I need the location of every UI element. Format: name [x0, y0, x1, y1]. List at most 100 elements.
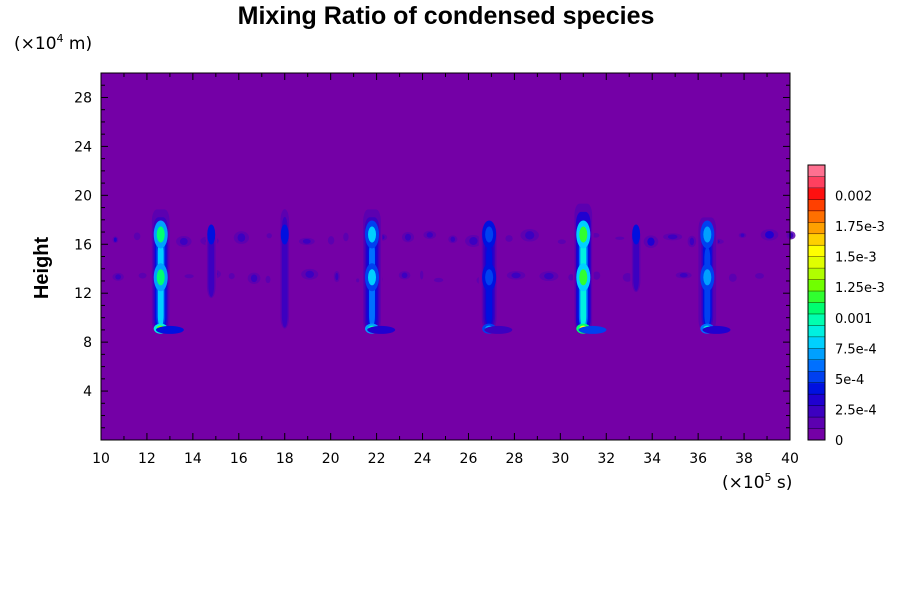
colorbar-swatch — [808, 302, 825, 315]
y-unit-exponent: 4 — [57, 32, 64, 45]
feature-5 — [572, 195, 607, 334]
colorbar-tick-label: 7.5e-4 — [835, 342, 877, 357]
feature-hotspot-core — [579, 226, 588, 243]
colorbar-tick-label: 2.5e-4 — [835, 403, 877, 418]
colorbar-swatch — [808, 279, 825, 292]
colorbar-swatch — [808, 417, 825, 430]
colorbar-swatch — [808, 371, 825, 384]
colorbar-swatch — [808, 199, 825, 212]
x-tick-label: 32 — [597, 451, 615, 467]
feature-1 — [205, 224, 217, 300]
y-axis-ticks: 4 8 12 16 20 24 28 — [74, 72, 790, 441]
band-blob-core — [138, 272, 147, 279]
feature-hotspot — [207, 224, 216, 245]
feature-2 — [278, 201, 291, 330]
colorbar-swatch — [808, 176, 825, 189]
colorbar-swatch — [808, 336, 825, 349]
x-tick-label: 20 — [322, 451, 340, 467]
band-blob-core — [667, 234, 678, 240]
band-blob-core — [740, 233, 745, 238]
feature-contour — [281, 216, 288, 328]
band-blob-core — [228, 272, 235, 280]
band-blob-core — [433, 277, 444, 283]
colorbar-swatch — [808, 210, 825, 223]
x-tick-label: 26 — [460, 451, 478, 467]
colorbar-tick-label: 0 — [835, 434, 843, 449]
x-tick-label: 22 — [368, 451, 386, 467]
x-tick-label: 24 — [414, 451, 432, 467]
colorbar-swatch — [808, 245, 825, 258]
x-tick-label: 34 — [643, 451, 661, 467]
band-blob-core — [305, 270, 314, 278]
band-blob-core — [615, 236, 625, 240]
feature-base — [578, 325, 607, 334]
band-blob-core — [728, 273, 737, 282]
feature-4 — [478, 207, 513, 334]
feature-base — [484, 325, 513, 334]
band-blob-core — [327, 236, 335, 245]
feature-hotspot-core — [485, 269, 494, 286]
colorbar-swatch — [808, 187, 825, 200]
band-blob-core — [765, 231, 774, 239]
x-tick-label: 30 — [551, 451, 569, 467]
colorbar: 0 2.5e-4 5e-4 7.5e-4 0.001 1.25e-3 1.5e-3 1.75e… — [807, 164, 885, 449]
colorbar-swatch — [808, 325, 825, 338]
x-unit-label: (×105 s) — [722, 471, 792, 493]
feature-hotspot-core — [368, 226, 377, 243]
y-tick-label: 8 — [83, 335, 92, 351]
colorbar-swatch — [808, 268, 825, 281]
feature-base — [155, 325, 184, 334]
colorbar-tick-label: 0.001 — [835, 312, 872, 327]
band-blob-core — [505, 235, 513, 242]
feature-hotspot — [280, 224, 289, 245]
band-blob-core — [469, 237, 478, 245]
band-blob-core — [115, 274, 121, 280]
x-unit-exponent: 5 — [765, 471, 772, 484]
colorbar-swatch — [808, 359, 825, 372]
feature-hotspot-core — [156, 226, 165, 243]
colorbar-swatch — [808, 233, 825, 246]
band-blob-core — [679, 272, 688, 278]
y-unit-prefix: (×10 — [14, 34, 57, 54]
colorbar-tick-label: 1.75e-3 — [835, 220, 885, 235]
x-tick-label: 10 — [92, 451, 110, 467]
feature-layer — [150, 195, 731, 334]
band-blob-core — [250, 274, 258, 283]
band-blob-core — [401, 272, 408, 279]
colorbar-tick-label: 1.25e-3 — [835, 281, 885, 296]
y-axis-label: Height — [31, 237, 53, 300]
band-blob-core — [755, 273, 764, 279]
chart-title: Mixing Ratio of condensed species — [238, 2, 655, 30]
y-tick-label: 20 — [74, 188, 92, 204]
colorbar-swatch — [808, 405, 825, 418]
x-axis-ticks: 10 12 14 16 18 20 22 24 26 28 30 32 34 36 38 40 — [92, 73, 799, 467]
band-blob-core — [404, 233, 412, 241]
colorbar-swatch — [808, 291, 825, 303]
feature-hotspot-core — [485, 226, 494, 243]
y-tick-label: 16 — [74, 237, 92, 253]
feature-7 — [696, 210, 731, 334]
band-blob-core — [557, 239, 566, 245]
x-unit-prefix: (×10 — [722, 473, 765, 493]
band-blob-core — [460, 275, 465, 283]
feature-0 — [150, 201, 184, 334]
x-tick-label: 12 — [138, 451, 156, 467]
colorbar-swatch — [808, 256, 825, 269]
band-blob-core — [450, 236, 456, 242]
band-blob-core — [544, 272, 554, 280]
band-blob-core — [113, 237, 117, 242]
x-tick-label: 40 — [781, 451, 799, 467]
colorbar-swatch — [808, 222, 825, 235]
colorbar-tick-label: 1.5e-3 — [835, 251, 877, 266]
band-blob-core — [335, 272, 339, 281]
band-blob-core — [568, 274, 574, 281]
feature-3 — [361, 201, 396, 334]
x-tick-label: 16 — [230, 451, 248, 467]
feature-hotspot-core — [703, 269, 712, 286]
band-blob-core — [689, 237, 695, 246]
colorbar-swatch — [808, 382, 825, 395]
colorbar-swatch — [808, 165, 825, 177]
x-tick-label: 28 — [505, 451, 523, 467]
y-tick-label: 24 — [74, 139, 92, 155]
